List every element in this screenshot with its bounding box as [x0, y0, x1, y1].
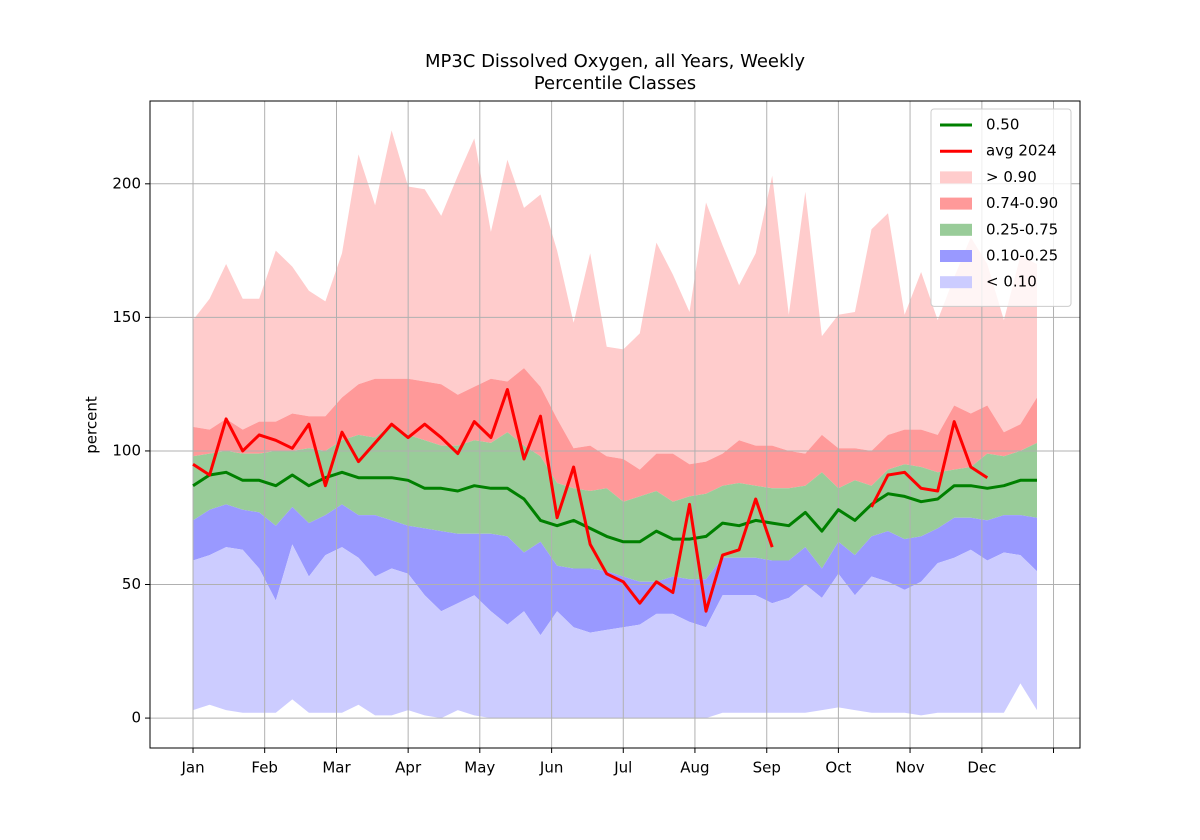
axes: 0 50 100 150 200 Jan Feb Mar Apr May Jun Jul Aug Sep O…	[112, 174, 1055, 777]
legend-swatch	[940, 250, 972, 262]
legend-label: 0.50	[986, 116, 1019, 134]
grid	[150, 101, 1080, 748]
band-area	[193, 504, 1037, 636]
band-area	[193, 130, 1037, 470]
legend: 0.50 avg 2024 > 0.90 0.74-0.90 0.25-0.75 0.10…	[930, 108, 1072, 307]
legend-swatch	[940, 171, 972, 184]
legend-swatch	[940, 223, 972, 236]
y-tick-label: 100	[112, 441, 141, 459]
x-tick-label: Feb	[251, 759, 278, 777]
series-line	[192, 470, 1037, 544]
x-tick-label: Dec	[967, 759, 996, 777]
x-tick-label: Jul	[613, 759, 632, 777]
bands	[193, 130, 1037, 719]
legend-swatch	[940, 276, 972, 289]
band-area	[193, 424, 1037, 582]
x-tick-label: Mar	[322, 759, 351, 777]
legend-label: 0.10-0.25	[986, 247, 1058, 265]
x-tick-label: Jun	[539, 759, 563, 777]
legend-label: 0.74-0.90	[986, 194, 1058, 212]
legend-label: < 0.10	[986, 273, 1037, 291]
legend-label: 0.25-0.75	[986, 220, 1058, 238]
series-line	[192, 388, 989, 613]
y-tick-label: 50	[122, 575, 141, 593]
x-tick-label: Aug	[680, 759, 709, 777]
plot-frame	[149, 100, 1081, 749]
x-tick-label: Sep	[753, 759, 781, 777]
lines	[192, 388, 1037, 613]
legend-swatch	[940, 197, 972, 210]
band-area	[193, 544, 1037, 719]
band-area	[193, 368, 1037, 502]
y-tick-label: 0	[131, 709, 141, 727]
legend-label: avg 2024	[986, 142, 1057, 160]
chart-title: MP3C Dissolved Oxygen, all Years, Weekly	[425, 51, 805, 72]
y-tick-label: 200	[112, 174, 141, 192]
y-axis-label: percent	[83, 396, 101, 454]
x-tick-label: Oct	[825, 759, 851, 777]
x-tick-label: Apr	[395, 759, 422, 777]
x-tick-label: Nov	[895, 759, 924, 777]
x-tick-label: May	[464, 759, 495, 777]
x-tick-label: Jan	[180, 759, 204, 777]
chart-subtitle: Percentile Classes	[534, 73, 696, 94]
legend-label: > 0.90	[986, 168, 1037, 186]
y-tick-label: 150	[112, 308, 141, 326]
